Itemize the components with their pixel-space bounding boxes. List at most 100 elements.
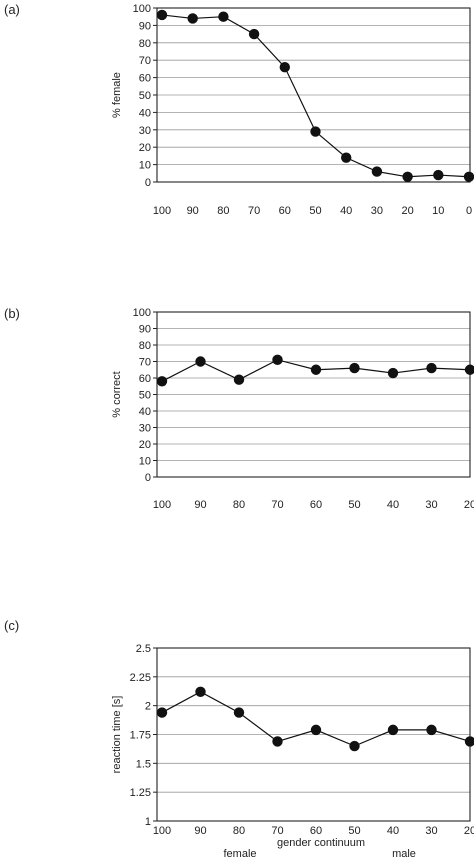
data-point xyxy=(464,364,474,375)
x-tick-label: 50 xyxy=(348,825,360,837)
y-axis-title: reaction time [s] xyxy=(111,696,123,774)
data-point xyxy=(426,362,437,374)
x-tick-label: 50 xyxy=(348,499,360,511)
x-tick-label: 20 xyxy=(464,825,474,837)
data-point xyxy=(371,166,383,177)
x-tick-label: 40 xyxy=(387,499,399,511)
x-tick-label: 50 xyxy=(309,205,321,217)
data-point xyxy=(156,376,168,387)
data-point xyxy=(387,724,399,736)
data-point xyxy=(195,686,206,698)
data-point xyxy=(218,11,229,22)
data-point xyxy=(349,740,360,752)
data-point xyxy=(195,356,206,367)
y-axis-title: % correct xyxy=(111,371,123,417)
x-tick-label: 60 xyxy=(310,825,322,837)
y-tick-label: 70 xyxy=(139,55,151,67)
y-tick-label: 0 xyxy=(145,177,151,189)
y-tick-label: 50 xyxy=(139,390,151,402)
y-tick-label: 70 xyxy=(139,357,151,369)
y-tick-label: 2 xyxy=(145,701,151,713)
y-tick-label: 10 xyxy=(139,160,151,172)
data-point xyxy=(272,736,283,747)
y-tick-label: 1.75 xyxy=(130,730,151,742)
x-tick-label: 70 xyxy=(248,205,260,217)
y-tick-label: 30 xyxy=(139,423,151,435)
annotation-female: female xyxy=(223,848,256,859)
x-axis-title: gender continuum xyxy=(277,837,365,849)
x-tick-label: 90 xyxy=(194,825,206,837)
data-point xyxy=(464,736,474,747)
x-tick-label: 30 xyxy=(425,499,437,511)
y-axis-title: % female xyxy=(111,72,123,118)
x-tick-label: 70 xyxy=(271,825,283,837)
y-tick-label: 60 xyxy=(139,373,151,385)
annotation-male: male xyxy=(392,848,416,859)
plot-frame xyxy=(156,7,471,183)
data-point xyxy=(310,724,322,736)
data-point xyxy=(272,354,283,366)
x-tick-label: 70 xyxy=(271,499,283,511)
y-tick-label: 40 xyxy=(139,107,151,119)
x-tick-label: 90 xyxy=(187,205,199,217)
data-point xyxy=(156,9,168,21)
panel-label: (c) xyxy=(4,618,19,633)
data-point xyxy=(349,362,360,374)
panel-label: (b) xyxy=(4,306,20,321)
data-point xyxy=(248,28,260,40)
y-tick-label: 90 xyxy=(139,20,151,32)
x-tick-label: 20 xyxy=(464,499,474,511)
data-point xyxy=(426,724,437,736)
y-tick-label: 1.25 xyxy=(130,787,151,799)
x-tick-label: 90 xyxy=(194,499,206,511)
y-tick-label: 40 xyxy=(139,406,151,418)
data-point xyxy=(310,364,322,375)
x-tick-label: 40 xyxy=(340,205,352,217)
y-tick-label: 90 xyxy=(139,324,151,336)
plot-frame xyxy=(156,647,471,822)
series-line xyxy=(161,691,471,747)
y-tick-label: 2.5 xyxy=(136,643,151,655)
x-tick-label: 60 xyxy=(279,205,291,217)
y-tick-label: 100 xyxy=(133,307,151,319)
data-point xyxy=(433,169,444,181)
y-tick-label: 80 xyxy=(139,340,151,352)
data-point xyxy=(233,374,245,385)
x-tick-label: 30 xyxy=(371,205,383,217)
x-tick-label: 10 xyxy=(432,205,444,217)
y-tick-label: 1 xyxy=(145,816,151,828)
x-tick-label: 80 xyxy=(217,205,229,217)
y-tick-label: 2.25 xyxy=(130,672,151,684)
x-tick-label: 40 xyxy=(387,825,399,837)
x-tick-label: 80 xyxy=(233,499,245,511)
x-tick-label: 30 xyxy=(425,825,437,837)
data-point xyxy=(156,707,168,718)
y-tick-label: 10 xyxy=(139,456,151,468)
y-tick-label: 80 xyxy=(139,38,151,50)
panel-label: (a) xyxy=(4,2,20,17)
y-tick-label: 30 xyxy=(139,125,151,137)
data-point xyxy=(463,171,474,182)
y-tick-label: 20 xyxy=(139,142,151,154)
data-point xyxy=(387,367,399,379)
data-point xyxy=(233,707,245,718)
x-tick-label: 100 xyxy=(153,825,171,837)
y-tick-label: 100 xyxy=(133,3,151,15)
y-tick-label: 1.5 xyxy=(136,758,151,770)
x-tick-label: 20 xyxy=(401,205,413,217)
x-tick-label: 60 xyxy=(310,499,322,511)
plot-frame xyxy=(156,311,471,478)
x-tick-label: 80 xyxy=(233,825,245,837)
x-tick-label: 0 xyxy=(466,205,472,217)
data-point xyxy=(187,13,198,24)
data-point xyxy=(341,152,352,163)
data-point xyxy=(279,61,290,73)
x-tick-label: 100 xyxy=(153,499,171,511)
data-point xyxy=(310,126,321,137)
x-tick-label: 100 xyxy=(153,205,171,217)
y-tick-label: 50 xyxy=(139,90,151,102)
y-tick-label: 0 xyxy=(145,472,151,484)
data-point xyxy=(402,171,413,182)
y-tick-label: 60 xyxy=(139,73,151,85)
